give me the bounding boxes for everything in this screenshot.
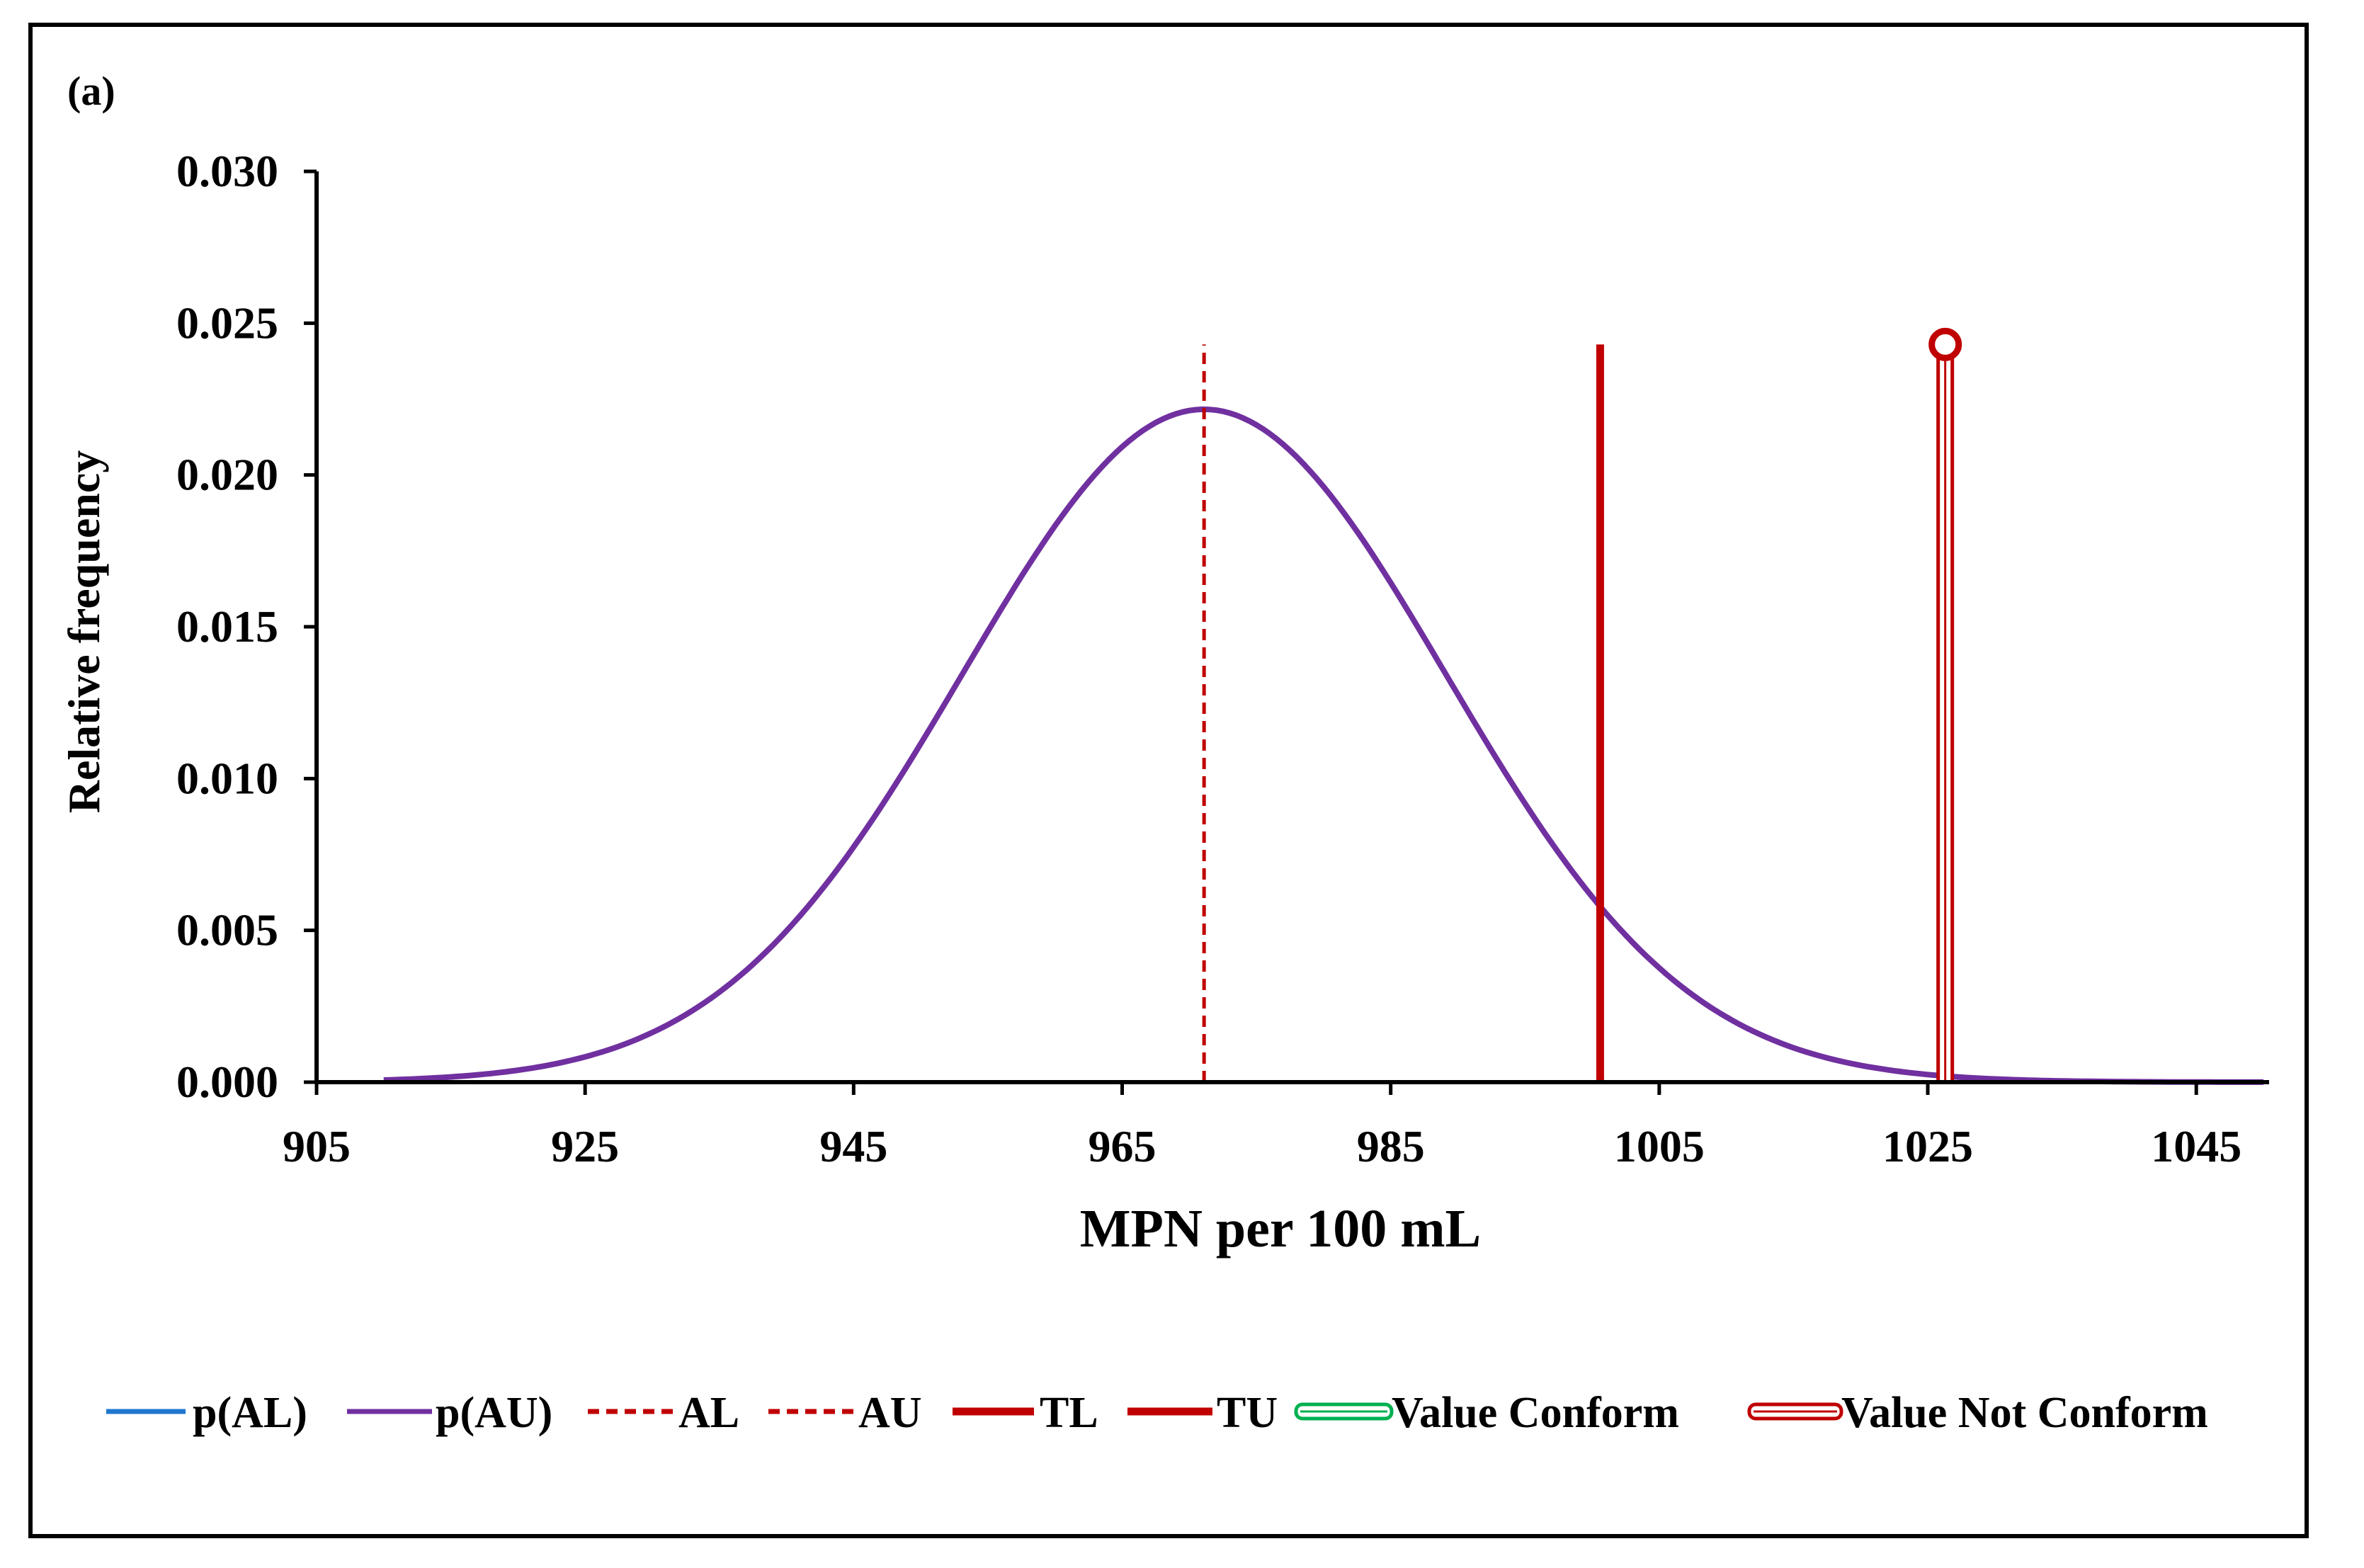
y-tick-label: 0.010 xyxy=(176,753,278,803)
legend-label-tl: TL xyxy=(1040,1389,1098,1437)
y-tick-label: 0.025 xyxy=(176,297,278,348)
x-tick-label: 1005 xyxy=(1614,1121,1705,1171)
legend-label-au: AU xyxy=(858,1389,922,1437)
legend: p(AL) p(AU) AL AU TL TU Value Conform Value Not… xyxy=(106,1389,2208,1437)
series-value-not-conform-marker xyxy=(1928,327,1962,361)
panel-label: (a) xyxy=(67,68,115,114)
plot-area xyxy=(383,327,2263,1085)
series-p-au-curve xyxy=(383,406,2263,1085)
y-tick-label: 0.005 xyxy=(176,905,278,955)
x-tick-label: 905 xyxy=(283,1121,351,1171)
x-tick-label: 985 xyxy=(1357,1121,1425,1171)
legend-label-tu: TU xyxy=(1217,1389,1278,1437)
y-tick-label: 0.030 xyxy=(176,146,278,196)
x-tick-label: 925 xyxy=(551,1121,619,1171)
legend-label-p-au: p(AU) xyxy=(436,1389,552,1437)
figure-frame xyxy=(28,23,2309,1538)
x-tick-label: 1025 xyxy=(1882,1121,1973,1171)
legend-label-p-al: p(AL) xyxy=(193,1389,307,1437)
y-tick-label: 0.000 xyxy=(176,1057,278,1107)
legend-label-al: AL xyxy=(678,1389,739,1437)
x-tick-label: 965 xyxy=(1089,1121,1157,1171)
axes: 0.000 0.005 0.010 0.015 0.020 0.025 0.030 905 92… xyxy=(176,146,2269,1171)
y-axis-title: Relative frequency xyxy=(59,450,109,813)
legend-label-value-not-conform: Value Not Conform xyxy=(1841,1389,2208,1437)
legend-label-value-conform: Value Conform xyxy=(1392,1389,1679,1437)
y-tick-label: 0.015 xyxy=(176,601,278,652)
y-tick-label: 0.020 xyxy=(176,450,278,500)
x-tick-label: 1045 xyxy=(2151,1121,2241,1171)
x-tick-label: 945 xyxy=(819,1121,887,1171)
x-axis-title: MPN per 100 mL xyxy=(1080,1199,1481,1259)
